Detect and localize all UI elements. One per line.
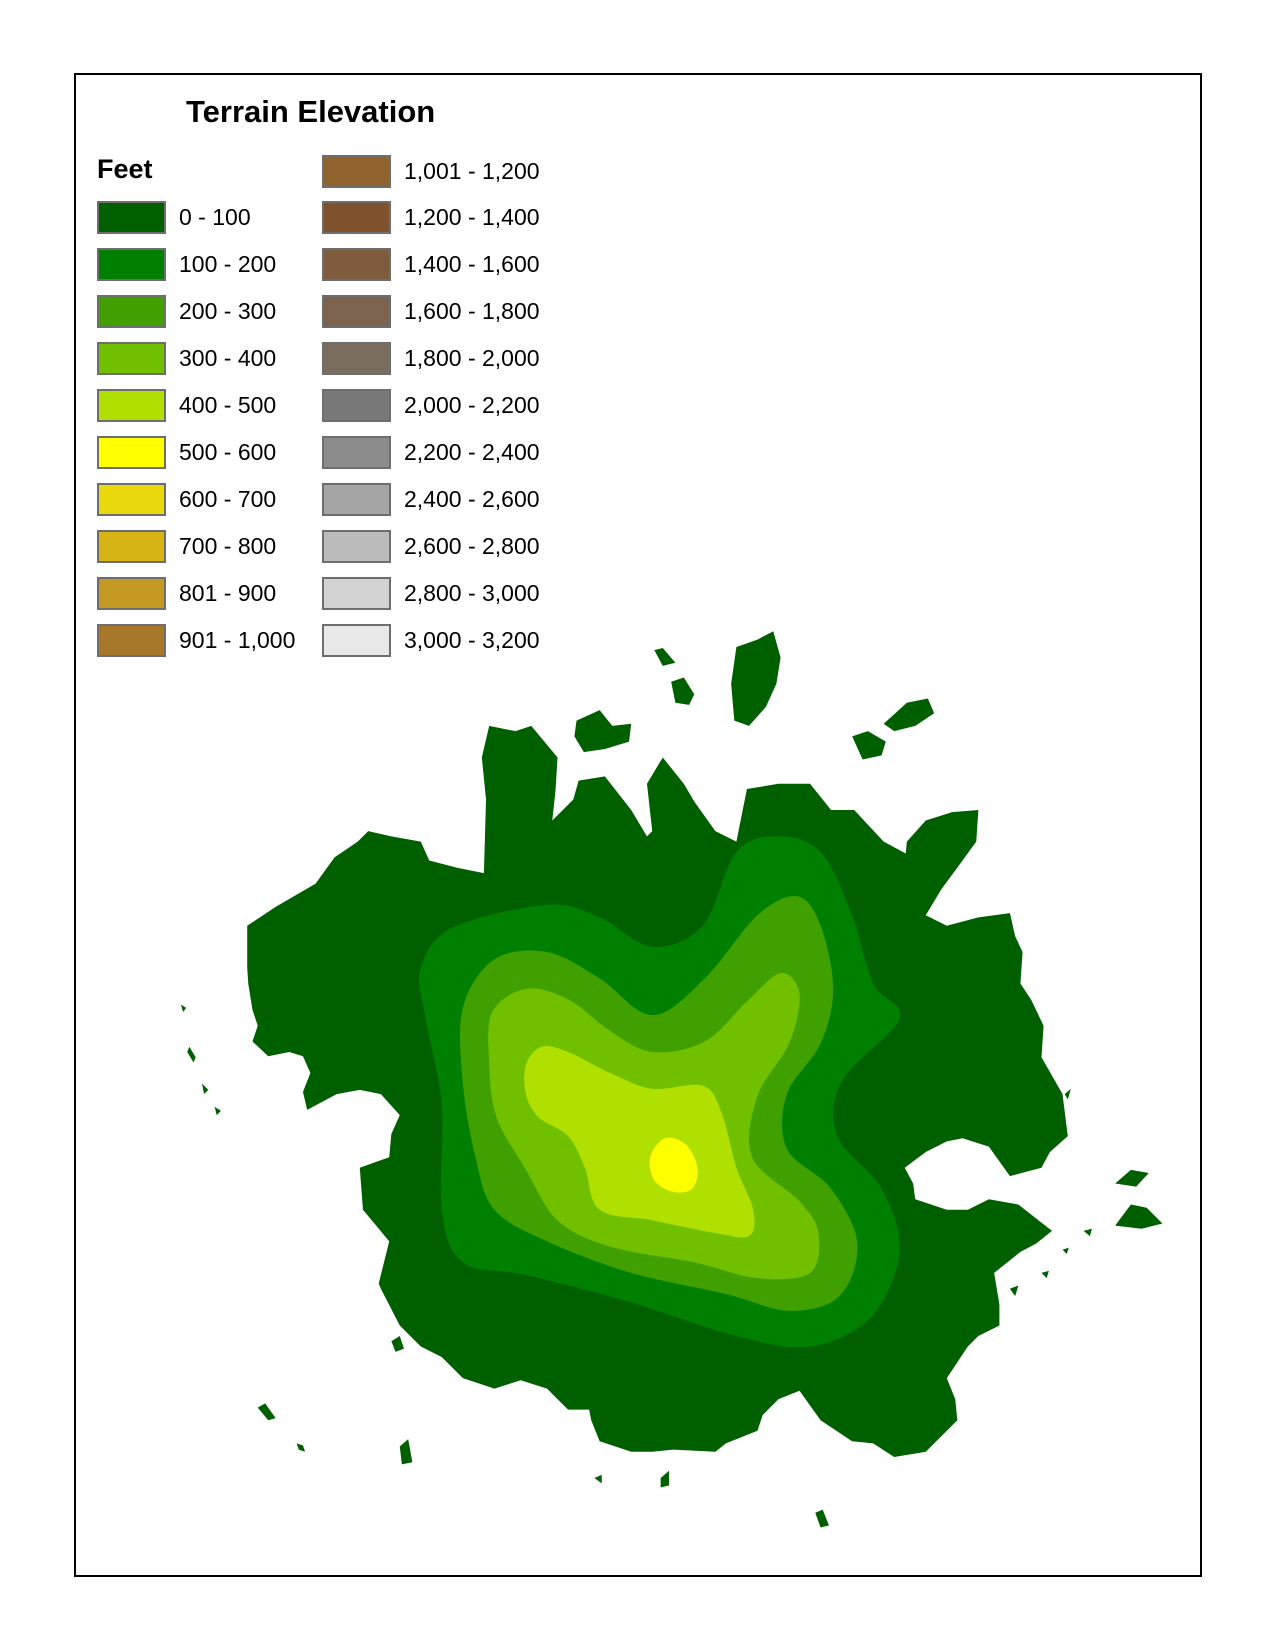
legend-swatch <box>97 248 166 282</box>
legend-item: 500 - 600 <box>97 434 276 470</box>
island <box>671 677 695 705</box>
island <box>1083 1228 1092 1237</box>
legend-label: 1,600 - 1,800 <box>404 298 540 325</box>
legend-label: 700 - 800 <box>179 532 277 559</box>
legend-swatch <box>97 435 166 469</box>
legend-swatch <box>322 295 391 329</box>
island <box>654 648 676 666</box>
map-frame <box>74 73 1202 1577</box>
legend-swatch <box>97 529 166 563</box>
island <box>399 1439 413 1465</box>
island <box>883 698 935 732</box>
legend-label: 200 - 300 <box>179 298 277 325</box>
legend-item: 700 - 800 <box>97 528 276 564</box>
island <box>574 710 632 753</box>
legend-swatch <box>322 529 391 563</box>
island <box>187 1046 196 1063</box>
legend-item: 1,600 - 1,800 <box>322 294 540 330</box>
legend-item: 2,800 - 3,000 <box>322 575 540 611</box>
legend-label: 901 - 1,000 <box>179 626 296 653</box>
legend-item: 400 - 500 <box>97 388 276 424</box>
legend-label: 1,001 - 1,200 <box>404 157 540 184</box>
island <box>815 1509 829 1528</box>
island <box>881 810 979 928</box>
island <box>852 731 886 760</box>
legend-label: 1,400 - 1,600 <box>404 251 540 278</box>
legend-item: 801 - 900 <box>97 575 276 611</box>
legend-swatch <box>97 295 166 329</box>
legend-swatch <box>97 389 166 422</box>
legend-swatch <box>322 201 391 235</box>
island <box>391 1336 404 1352</box>
contour-400-500 <box>524 1046 755 1238</box>
legend-swatch <box>322 342 391 376</box>
legend-item: 2,200 - 2,400 <box>322 434 540 470</box>
map-title: Terrain Elevation <box>186 94 436 129</box>
legend-label: 2,200 - 2,400 <box>404 438 540 465</box>
legend-item: 1,001 - 1,200 <box>322 153 540 189</box>
island <box>214 1106 221 1116</box>
legend-label: 2,600 - 2,800 <box>404 532 540 559</box>
legend-swatch <box>97 342 166 376</box>
legend-label: 0 - 100 <box>179 204 251 231</box>
island <box>1115 1204 1163 1229</box>
legend-swatch <box>322 623 391 657</box>
island <box>594 1474 602 1484</box>
legend-item: 2,400 - 2,600 <box>322 481 540 517</box>
legend-item: 100 - 200 <box>97 247 276 283</box>
legend-label: 2,000 - 2,200 <box>404 392 540 418</box>
legend-label: 400 - 500 <box>179 392 277 418</box>
legend-swatch <box>322 248 391 282</box>
legend-label: 2,800 - 3,000 <box>404 579 540 606</box>
legend-item: 200 - 300 <box>97 294 276 330</box>
island <box>660 1470 670 1488</box>
legend-item: 300 - 400 <box>97 341 276 377</box>
island <box>1064 1088 1071 1100</box>
island <box>1115 1169 1149 1187</box>
legend-item: 901 - 1,000 <box>97 622 295 658</box>
island <box>1009 1285 1019 1297</box>
legend-label: 801 - 900 <box>179 579 277 606</box>
legend-item: 1,800 - 2,000 <box>322 341 540 377</box>
legend-label: 2,400 - 2,600 <box>404 485 540 512</box>
island <box>257 1403 276 1421</box>
legend-swatch <box>322 482 391 516</box>
legend-swatch <box>322 154 391 188</box>
legend-label: 100 - 200 <box>179 251 277 278</box>
legend-swatch <box>97 201 166 235</box>
island <box>731 631 781 726</box>
island <box>1041 1270 1049 1279</box>
legend-item: 0 - 100 <box>97 200 251 236</box>
island <box>201 1083 209 1095</box>
legend-swatch <box>322 435 391 469</box>
legend-label: 600 - 700 <box>179 485 277 512</box>
legend-item: 1,400 - 1,600 <box>322 247 540 283</box>
legend-unit-label: Feet <box>97 154 153 184</box>
legend-item: 2,000 - 2,200 <box>322 388 540 424</box>
legend-label: 1,200 - 1,400 <box>404 204 540 231</box>
island <box>180 1004 187 1013</box>
legend-swatch <box>97 576 166 610</box>
legend-item: 1,200 - 1,400 <box>322 200 540 236</box>
contour-500-600 <box>649 1137 698 1193</box>
legend-swatch <box>97 623 166 657</box>
legend-swatch <box>97 482 166 516</box>
island <box>296 1443 306 1452</box>
legend-label: 1,800 - 2,000 <box>404 345 540 372</box>
legend-label: 300 - 400 <box>179 345 277 372</box>
legend-item: 600 - 700 <box>97 481 276 517</box>
legend-label: 500 - 600 <box>179 438 277 465</box>
legend-item: 2,600 - 2,800 <box>322 528 540 564</box>
island <box>1062 1247 1069 1254</box>
legend-label: 3,000 - 3,200 <box>404 626 540 653</box>
legend-swatch <box>322 576 391 610</box>
legend-swatch <box>322 389 391 422</box>
legend-item: 3,000 - 3,200 <box>322 622 540 658</box>
